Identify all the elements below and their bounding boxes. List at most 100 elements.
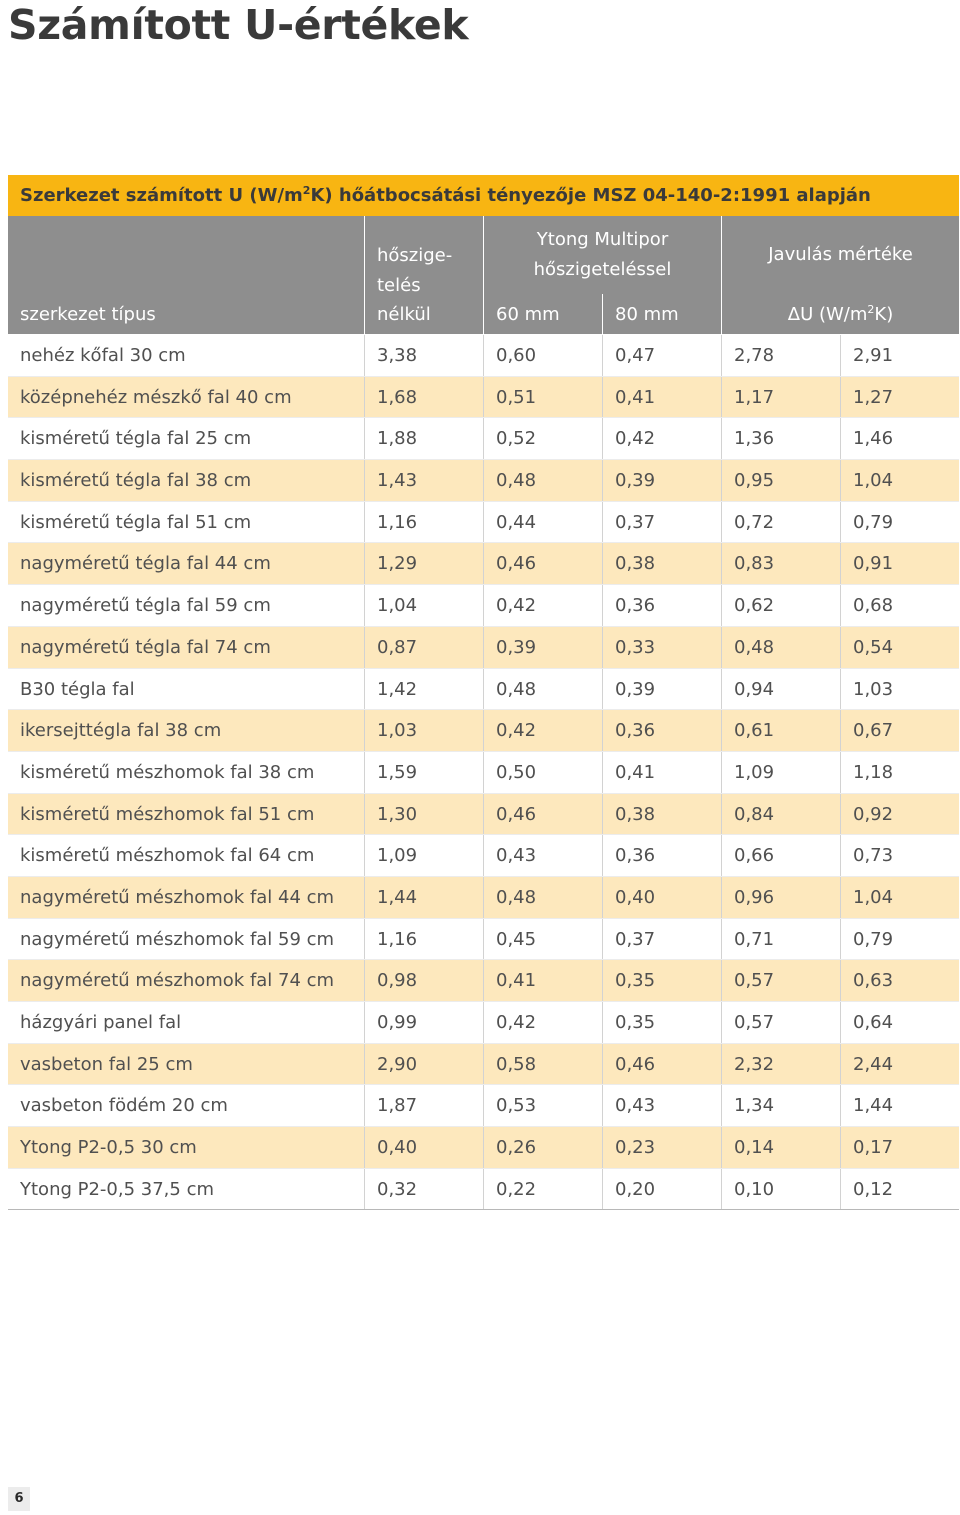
column-divider xyxy=(364,876,365,918)
column-divider xyxy=(364,460,365,501)
column-divider xyxy=(721,585,722,626)
row-structure: B30 tégla fal xyxy=(20,678,135,700)
column-divider xyxy=(721,1085,722,1127)
column-divider xyxy=(602,876,603,918)
row-structure: nagyméretű mészhomok fal 59 cm xyxy=(20,928,335,950)
row-ytong-80mm: 0,39 xyxy=(615,470,656,492)
header-divider xyxy=(483,216,484,334)
table-row: nagyméretű mészhomok fal 44 cm 1,44 0,48 0,… xyxy=(8,876,959,919)
table-row: Ytong P2-0,5 37,5 cm 0,32 0,22 0,20 0,10 0,12 xyxy=(8,1168,959,1211)
table-caption: Szerkezet számított U (W/m2K) hőátbocsát… xyxy=(8,175,959,216)
column-divider xyxy=(364,543,365,585)
column-divider xyxy=(721,501,722,543)
column-divider xyxy=(721,710,722,751)
column-divider xyxy=(364,1002,365,1043)
row-ytong-60mm: 0,60 xyxy=(496,345,537,366)
header-ytong-group-2: hőszigeteléssel xyxy=(533,259,672,280)
row-structure: vasbeton födém 20 cm xyxy=(20,1095,228,1117)
row-ytong-60mm: 0,46 xyxy=(496,803,537,825)
row-improvement-60mm: 0,57 xyxy=(734,1012,775,1033)
column-divider xyxy=(721,918,722,960)
row-ytong-60mm: 0,52 xyxy=(496,428,537,450)
column-divider xyxy=(840,793,841,835)
column-divider xyxy=(721,418,722,460)
column-divider xyxy=(364,668,365,710)
column-divider xyxy=(721,376,722,418)
row-structure: nagyméretű tégla fal 59 cm xyxy=(20,595,271,617)
row-without-insulation: 0,32 xyxy=(377,1178,418,1200)
row-ytong-80mm: 0,38 xyxy=(615,803,656,825)
column-divider xyxy=(721,543,722,585)
page-title: Számított U-értékek xyxy=(8,1,469,49)
column-divider xyxy=(364,1127,365,1168)
page-number: 6 xyxy=(8,1487,30,1511)
row-ytong-80mm: 0,36 xyxy=(615,720,656,742)
column-divider xyxy=(721,1168,722,1210)
row-improvement-60mm: 1,36 xyxy=(734,428,775,450)
row-ytong-60mm: 0,42 xyxy=(496,1012,537,1033)
row-structure: kisméretű tégla fal 25 cm xyxy=(20,428,252,450)
row-without-insulation: 1,43 xyxy=(377,470,418,492)
column-divider xyxy=(721,876,722,918)
row-ytong-80mm: 0,47 xyxy=(615,345,656,366)
row-improvement-80mm: 0,73 xyxy=(853,845,894,867)
row-improvement-80mm: 2,44 xyxy=(853,1053,894,1075)
table-row: nagyméretű mészhomok fal 59 cm 1,16 0,45 0,… xyxy=(8,918,959,961)
row-improvement-60mm: 0,48 xyxy=(734,636,775,658)
row-improvement-80mm: 0,64 xyxy=(853,1012,894,1033)
column-divider xyxy=(602,918,603,960)
column-divider xyxy=(364,793,365,835)
row-structure: Ytong P2-0,5 37,5 cm xyxy=(20,1178,215,1200)
row-ytong-80mm: 0,38 xyxy=(615,553,656,575)
column-divider xyxy=(364,835,365,876)
row-structure: kisméretű mészhomok fal 64 cm xyxy=(20,845,315,867)
row-improvement-60mm: 0,66 xyxy=(734,845,775,867)
row-without-insulation: 1,04 xyxy=(377,595,418,617)
row-without-insulation: 3,38 xyxy=(377,345,418,366)
column-divider xyxy=(483,1168,484,1210)
row-improvement-60mm: 0,84 xyxy=(734,803,775,825)
column-divider xyxy=(840,835,841,876)
table-row: kisméretű mészhomok fal 51 cm 1,30 0,46 0,3… xyxy=(8,793,959,836)
column-divider xyxy=(721,793,722,835)
row-ytong-60mm: 0,45 xyxy=(496,928,537,950)
header-without-insulation-2: telés xyxy=(377,275,421,296)
row-improvement-60mm: 0,62 xyxy=(734,595,775,617)
header-without-insulation-1: hőszige- xyxy=(377,245,453,266)
column-divider xyxy=(602,1002,603,1043)
row-without-insulation: 1,16 xyxy=(377,511,418,533)
row-improvement-80mm: 0,68 xyxy=(853,595,894,617)
row-ytong-80mm: 0,36 xyxy=(615,845,656,867)
table-row: kisméretű mészhomok fal 38 cm 1,59 0,50 0,4… xyxy=(8,751,959,794)
column-divider xyxy=(602,1168,603,1210)
column-divider xyxy=(364,918,365,960)
table-row: nagyméretű tégla fal 59 cm 1,04 0,42 0,36 0,… xyxy=(8,585,959,627)
row-ytong-60mm: 0,48 xyxy=(496,886,537,908)
column-divider xyxy=(602,1085,603,1127)
column-divider xyxy=(602,585,603,626)
column-divider xyxy=(602,751,603,793)
row-improvement-60mm: 1,34 xyxy=(734,1095,775,1117)
column-divider xyxy=(721,460,722,501)
column-divider xyxy=(840,376,841,418)
row-ytong-80mm: 0,35 xyxy=(615,970,656,992)
column-divider xyxy=(840,418,841,460)
column-divider xyxy=(840,1127,841,1168)
column-divider xyxy=(483,460,484,501)
row-ytong-80mm: 0,37 xyxy=(615,928,656,950)
row-ytong-60mm: 0,42 xyxy=(496,720,537,742)
column-divider xyxy=(364,418,365,460)
column-divider xyxy=(364,335,365,376)
column-divider xyxy=(483,543,484,585)
column-divider xyxy=(602,335,603,376)
row-ytong-60mm: 0,58 xyxy=(496,1053,537,1075)
row-improvement-60mm: 0,57 xyxy=(734,970,775,992)
table-row: nehéz kőfal 30 cm 3,38 0,60 0,47 2,78 2,91 xyxy=(8,335,959,377)
row-improvement-80mm: 0,79 xyxy=(853,928,894,950)
row-ytong-80mm: 0,41 xyxy=(615,386,656,408)
row-ytong-80mm: 0,20 xyxy=(615,1178,656,1200)
row-ytong-80mm: 0,39 xyxy=(615,678,656,700)
row-improvement-80mm: 0,91 xyxy=(853,553,894,575)
row-structure: házgyári panel fal xyxy=(20,1012,182,1033)
row-without-insulation: 1,03 xyxy=(377,720,418,742)
